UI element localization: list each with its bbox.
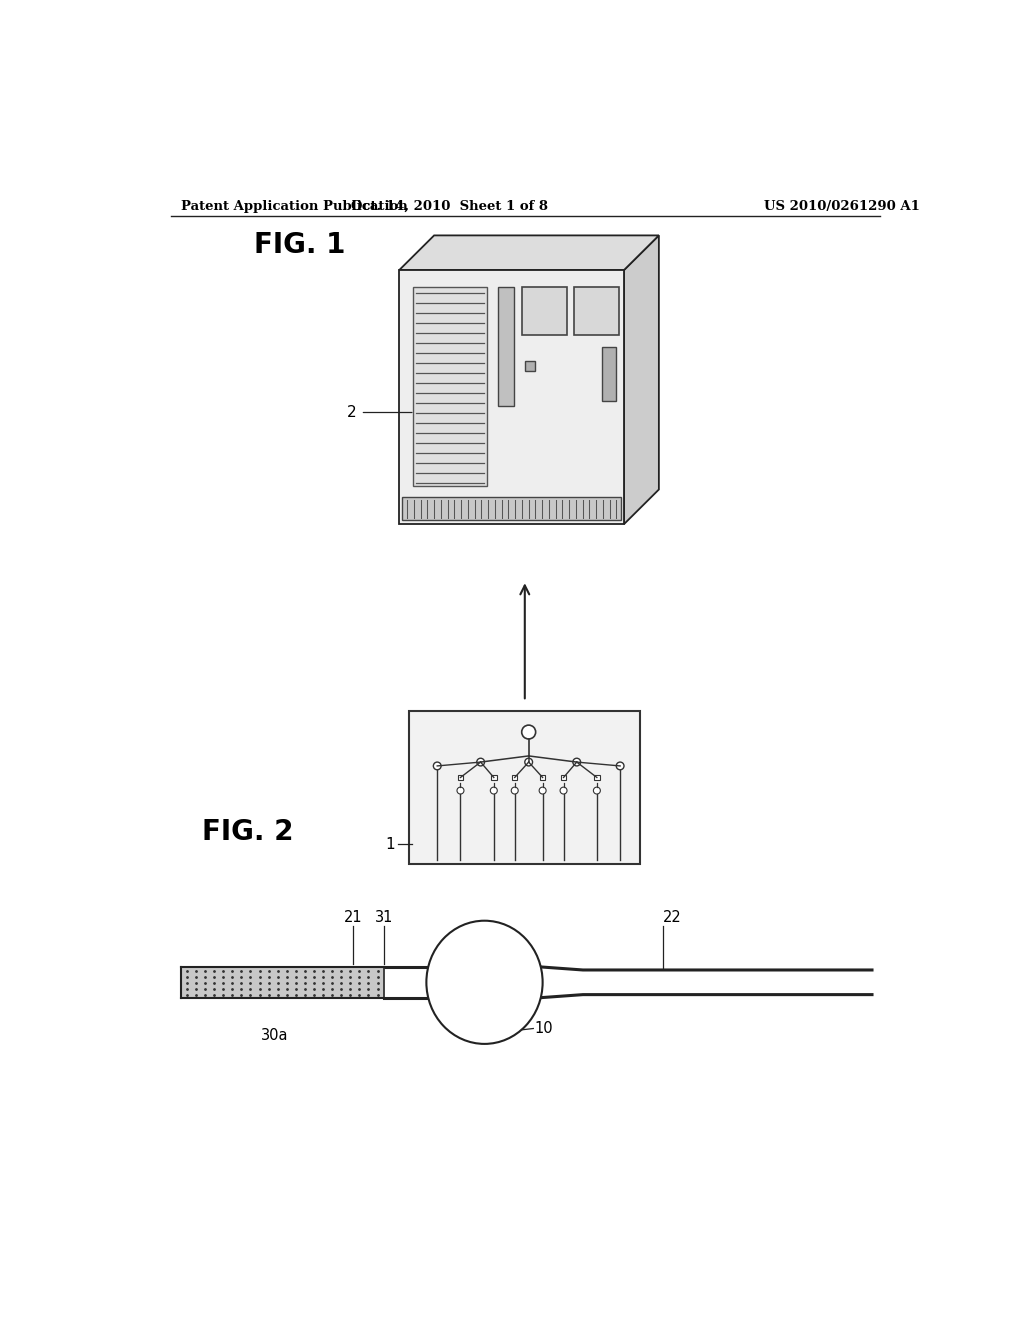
Circle shape [524, 758, 532, 766]
Polygon shape [624, 235, 658, 524]
Text: 31: 31 [375, 909, 393, 924]
Ellipse shape [426, 921, 543, 1044]
Circle shape [511, 787, 518, 795]
Bar [512, 775, 517, 780]
Bar [399, 271, 624, 524]
Text: FIG. 2: FIG. 2 [202, 818, 293, 846]
Text: FIG. 1: FIG. 1 [254, 231, 346, 260]
Circle shape [572, 758, 581, 766]
Circle shape [560, 787, 567, 795]
Circle shape [477, 758, 484, 766]
Bar [414, 286, 486, 486]
Bar [402, 498, 621, 520]
Bar [492, 775, 497, 780]
Text: Oct. 14, 2010  Sheet 1 of 8: Oct. 14, 2010 Sheet 1 of 8 [351, 199, 548, 213]
Circle shape [490, 787, 498, 795]
Bar [561, 775, 566, 780]
Bar [458, 775, 463, 780]
Text: 21: 21 [343, 909, 362, 924]
Circle shape [433, 762, 441, 770]
Bar [540, 775, 546, 780]
Text: US 2010/0261290 A1: US 2010/0261290 A1 [764, 199, 920, 213]
Bar [521, 286, 566, 335]
Bar [573, 286, 618, 335]
Polygon shape [399, 235, 658, 271]
Circle shape [616, 762, 624, 770]
Text: 22: 22 [663, 909, 682, 924]
Circle shape [593, 787, 600, 795]
Text: 2: 2 [347, 405, 356, 420]
Text: 10: 10 [535, 1020, 554, 1036]
Circle shape [521, 725, 536, 739]
Bar [180, 966, 384, 998]
Text: 30a: 30a [261, 1028, 288, 1044]
Circle shape [540, 787, 546, 795]
Bar [499, 286, 514, 407]
Bar [524, 360, 535, 371]
Circle shape [457, 787, 464, 795]
Bar [602, 347, 616, 401]
Bar [410, 711, 640, 863]
Text: 1: 1 [386, 837, 395, 851]
Bar [594, 775, 600, 780]
Text: Patent Application Publication: Patent Application Publication [180, 199, 408, 213]
